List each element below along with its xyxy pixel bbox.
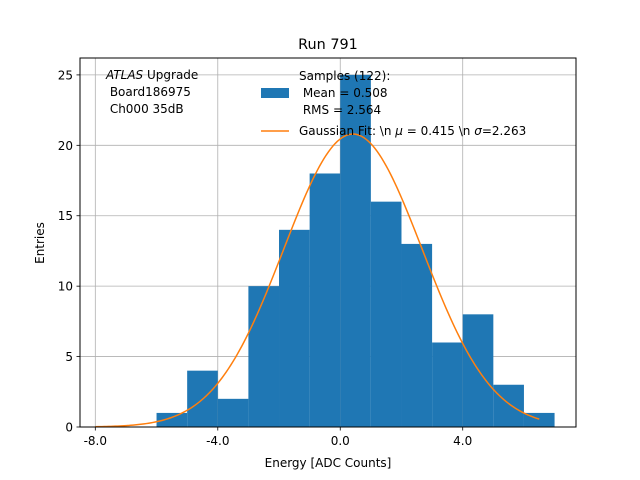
gaussian-fit — [95, 133, 540, 428]
x-tick-label: -4.0 — [206, 434, 229, 448]
y-tick-label: 10 — [58, 280, 73, 294]
atlas-annotation: ATLAS Upgrade Board186975 Ch000 35dB — [105, 68, 198, 116]
y-tick-label: 15 — [58, 209, 73, 223]
x-tick-label: -8.0 — [84, 434, 107, 448]
histogram-bar — [248, 286, 280, 427]
legend-hist-line-2: Mean = 0.508 — [299, 86, 388, 100]
legend-hist-line-3: RMS = 2.564 — [299, 103, 381, 117]
chart-title: Run 791 — [298, 37, 358, 53]
fit-sigma-symbol: σ — [474, 124, 482, 138]
x-axis-label: Energy [ADC Counts] — [265, 456, 392, 470]
y-axis-label: Entries — [33, 222, 47, 264]
atlas-label: ATLAS — [105, 68, 144, 82]
legend: Samples (122): Mean = 0.508 RMS = 2.564 … — [261, 69, 526, 138]
axes-frame — [79, 57, 577, 428]
histogram-bar — [217, 398, 249, 427]
histogram-bars — [156, 74, 555, 428]
y-tick-label: 0 — [65, 421, 73, 435]
histogram-bar — [156, 412, 188, 427]
y-tick-label: 20 — [58, 139, 73, 153]
y-tick-label: 25 — [58, 68, 73, 82]
legend-hist-line-1: Samples (122): — [299, 69, 390, 83]
histogram-bar — [493, 384, 524, 427]
y-tick-label: 5 — [65, 350, 73, 364]
histogram-bar — [279, 229, 310, 427]
upgrade-label: Upgrade — [143, 68, 198, 82]
annotation-line-3: Ch000 35dB — [106, 102, 184, 116]
fit-sigma-value: =2.263 — [482, 124, 526, 138]
annotation-line-1: ATLAS Upgrade — [105, 68, 198, 82]
legend-hist-swatch — [261, 88, 289, 98]
fit-prefix: Gaussian Fit: \n — [299, 124, 395, 138]
histogram-bar — [309, 173, 341, 427]
histogram-bar — [370, 201, 402, 427]
fit-mu-value: = 0.415 \n — [403, 124, 474, 138]
axis-ticks: -8.0 -4.0 0.0 4.0 0 5 10 15 20 25 — [58, 68, 473, 448]
annotation-line-2: Board186975 — [106, 85, 191, 99]
histogram-bar — [401, 243, 433, 427]
histogram-bar — [432, 342, 463, 427]
gaussian-fit-curve — [95, 133, 540, 428]
x-tick-label: 4.0 — [453, 434, 472, 448]
fit-mu-symbol: μ — [394, 124, 403, 138]
x-tick-label: 0.0 — [331, 434, 350, 448]
legend-fit-label: Gaussian Fit: \n μ = 0.415 \n σ=2.263 — [299, 124, 526, 138]
